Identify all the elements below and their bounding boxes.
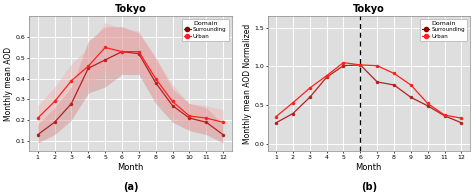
Y-axis label: Monthly mean AOD Normalized: Monthly mean AOD Normalized [243,24,252,144]
Title: Tokyo: Tokyo [115,4,146,14]
Legend: Surrounding, Urban: Surrounding, Urban [420,19,467,41]
X-axis label: Month: Month [356,163,382,171]
Text: (a): (a) [123,182,138,192]
Text: (b): (b) [361,182,377,192]
X-axis label: Month: Month [117,163,144,171]
Legend: Surrounding, Urban: Surrounding, Urban [182,19,229,41]
Title: Tokyo: Tokyo [353,4,384,14]
Y-axis label: Monthly mean AOD: Monthly mean AOD [4,47,13,121]
